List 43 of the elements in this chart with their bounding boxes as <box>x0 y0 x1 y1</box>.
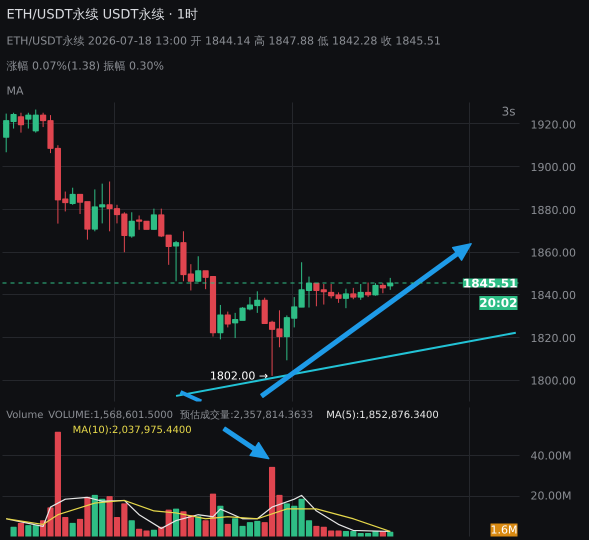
candlestick <box>70 187 76 206</box>
candlestick <box>358 284 364 300</box>
candlestick <box>365 282 372 298</box>
text: MA(5):1,852,876.3400 <box>326 410 439 421</box>
candlestick <box>172 240 180 282</box>
y-tick-label: 40.00M <box>530 449 572 462</box>
annotation: 1802.00 → <box>210 369 268 382</box>
bar <box>128 520 135 536</box>
y-tick-label: 1860.00 <box>530 246 576 260</box>
y-tick-label: 1820.00 <box>530 332 576 345</box>
bar <box>18 522 24 536</box>
text: MA <box>6 84 24 98</box>
candlestick <box>150 208 157 230</box>
annotation: VOLUME:1,568,601.5000 <box>48 410 173 421</box>
y-tick-label: 1920.00 <box>530 118 576 132</box>
candlestick <box>217 304 224 340</box>
bar <box>387 532 394 536</box>
candlestick <box>380 282 386 294</box>
candlestick <box>224 311 231 328</box>
bar <box>195 516 202 536</box>
candlestick <box>18 112 24 134</box>
chart-title: Volume <box>6 410 44 421</box>
annotation: 3s <box>502 104 516 118</box>
bar <box>224 524 231 536</box>
bar <box>10 526 17 536</box>
y-tick-label: 1900.00 <box>530 161 576 174</box>
annotation: 1.6M <box>490 524 518 536</box>
chart-title: ETH/USDT永续 USDT永续 · 1时 <box>6 6 198 22</box>
y-tick-label: 1880.00 <box>530 204 576 217</box>
chart-subtitle: ETH/USDT永续 2026-07-18 13:00 开 1844.14 高 1847.88 低 1842.28 收 1845.51 <box>6 34 441 48</box>
y-tick-label: 1800.00 <box>530 374 576 388</box>
candlestick <box>342 288 350 309</box>
text: 涨幅 0.07%(1.38) 振幅 0.30% <box>6 60 164 72</box>
candlestick <box>350 287 356 300</box>
annotation: 预估成交量:2,357,814.3633 <box>180 409 314 421</box>
y-tick-label: 20.00M <box>530 490 572 503</box>
candlestick <box>128 212 135 238</box>
text: MA(10):2,037,975.4400 <box>72 425 192 436</box>
y-tick-label: 1840.00 <box>530 289 576 302</box>
bar <box>70 522 76 536</box>
bar <box>150 530 157 536</box>
ref-line-label: 1845.51 <box>462 276 518 290</box>
annotation: 20:02 <box>479 296 518 310</box>
